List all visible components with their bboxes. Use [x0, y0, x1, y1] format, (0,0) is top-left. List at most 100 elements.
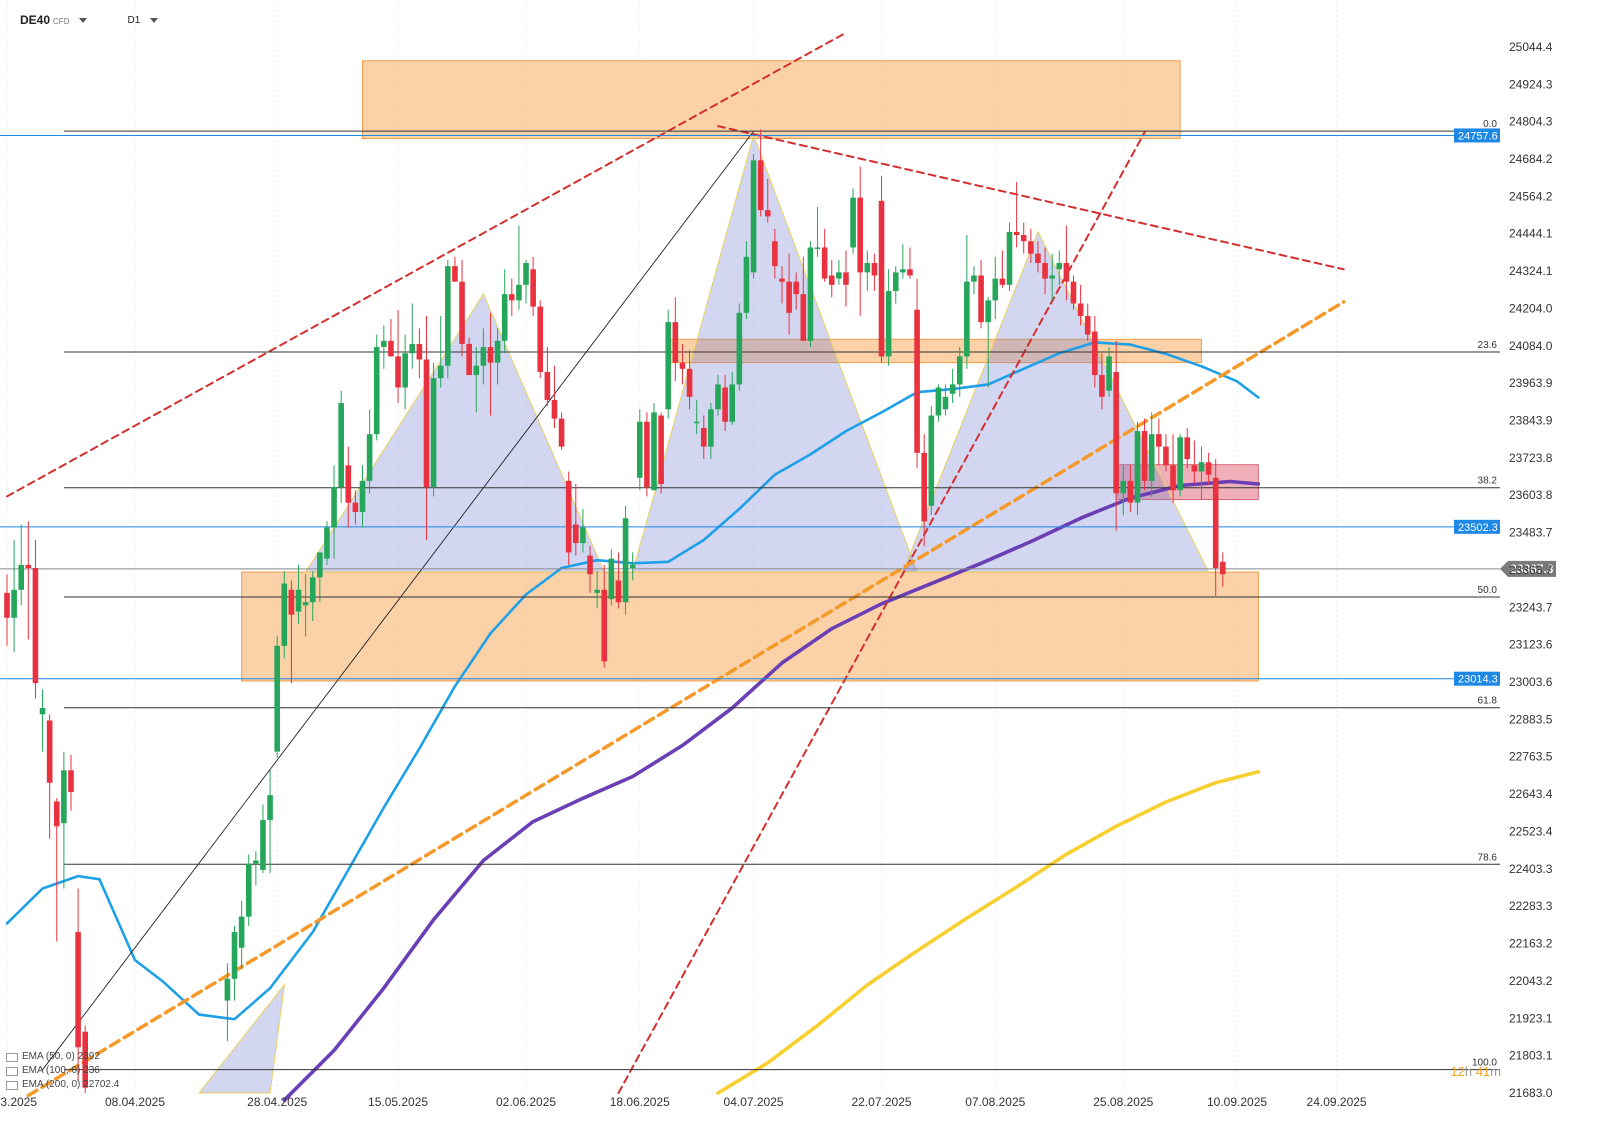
candle-body — [267, 795, 273, 821]
indicator-icon — [6, 1052, 18, 1062]
candle-body — [39, 708, 46, 715]
price-tag-bg — [1454, 128, 1500, 143]
candle-body — [1134, 431, 1141, 503]
candle-body — [253, 860, 259, 864]
zone-rect — [362, 60, 1181, 140]
symbol-label[interactable]: DE40 — [20, 13, 51, 27]
candle-body — [338, 403, 344, 488]
candle-body — [373, 347, 380, 435]
candle-body — [679, 362, 686, 369]
candle-body — [1056, 263, 1063, 270]
candle-body — [437, 365, 444, 379]
date-tick-label: 10.09.2025 — [1207, 1095, 1267, 1109]
legend-item-ema100[interactable]: EMA (100, 0) 236 — [6, 1064, 119, 1078]
candle-body — [551, 399, 558, 419]
candle-body — [658, 415, 664, 484]
candle-body — [1170, 465, 1176, 491]
candle-body — [814, 247, 821, 249]
candle-body — [1006, 231, 1013, 285]
timer-minutes: 41 — [1475, 1064, 1491, 1079]
indicator-icon — [6, 1080, 18, 1090]
candle-body — [1198, 462, 1205, 472]
candle-body — [729, 384, 736, 422]
candle-body — [821, 247, 828, 279]
candle-body — [736, 312, 743, 385]
pattern-triangle — [632, 133, 918, 573]
fib-level-label: 61.8 — [1478, 696, 1498, 707]
candle-body — [1049, 275, 1055, 279]
current-price-label: 23367.3 — [1510, 562, 1554, 576]
candle-body — [1163, 446, 1169, 466]
candle-body — [245, 863, 252, 917]
symbol-dropdown-icon[interactable] — [79, 17, 88, 23]
trendline-red-dashed — [6, 31, 847, 498]
date-tick-label: 08.04.2025 — [105, 1095, 165, 1109]
candle-body — [1028, 241, 1034, 254]
candle-body — [1113, 371, 1119, 494]
candle-body — [1177, 437, 1183, 491]
timeframe-dropdown-icon[interactable] — [150, 17, 159, 23]
trendline-red-dashed — [717, 125, 1345, 271]
candle-body — [1120, 480, 1127, 494]
price-tag-label: 23502.3 — [1458, 522, 1498, 534]
candle-body — [828, 275, 835, 285]
legend-item-ema50[interactable]: EMA (50, 0) 2392 — [6, 1050, 119, 1064]
price-tick-label: 24444.1 — [1509, 227, 1553, 241]
candle-body — [1191, 465, 1198, 472]
candle-body — [836, 272, 842, 279]
candle-body — [587, 555, 593, 575]
price-tick-label: 23123.6 — [1509, 638, 1553, 652]
candle-body — [274, 645, 280, 752]
candle-body — [1148, 434, 1155, 481]
fibonacci-levels: 0.0 23.6 38.2 50.0 61.8 78.6 100.0 — [63, 119, 1500, 1071]
candle-body — [359, 480, 366, 512]
candle-body — [494, 340, 501, 363]
candle-body — [395, 356, 401, 388]
candle-body — [430, 378, 437, 488]
legend-item-ema200[interactable]: EMA (200, 0) 22702.4 — [6, 1078, 119, 1092]
fib-level-label: 0.0 — [1483, 119, 1497, 130]
candle-body — [608, 558, 615, 600]
candle-body — [622, 518, 629, 603]
candle-body — [46, 720, 53, 783]
candle-body — [615, 580, 622, 603]
ema-100-line — [282, 479, 1261, 1102]
candle-body — [501, 294, 508, 341]
timeframe-label[interactable]: D1 — [127, 14, 141, 26]
date-tick-label: 04.07.2025 — [724, 1095, 784, 1109]
candle-body — [487, 347, 494, 363]
ema-200-line — [716, 770, 1261, 1095]
candle-body — [82, 1031, 89, 1088]
price-tick-label: 22643.4 — [1509, 787, 1553, 801]
price-tick-label: 23723.8 — [1509, 451, 1553, 465]
indicator-icon — [6, 1066, 18, 1076]
fib-level-label: 38.2 — [1478, 476, 1498, 487]
date-tick-label: 21.03.2025 — [0, 1095, 37, 1109]
candle-body — [295, 589, 302, 612]
candle-body — [32, 568, 39, 684]
candle-body — [885, 291, 892, 357]
candle-body — [537, 306, 544, 372]
candle-body — [800, 294, 807, 341]
candle-body — [672, 322, 679, 363]
candle-body — [786, 281, 792, 313]
candle-body — [807, 247, 814, 341]
trendline-orange-dashed — [26, 300, 1346, 1098]
chart-header: DE40 CFD D1 — [20, 10, 159, 30]
candle-body — [1127, 480, 1134, 503]
candle-body — [331, 487, 337, 528]
candle-body — [686, 368, 693, 397]
legend-label: EMA (200, 0) 22702.4 — [22, 1079, 120, 1090]
date-axis: 21.03.2025 08.04.2025 28.04.2025 15.05.2025… — [0, 1095, 1367, 1109]
candle-body — [1035, 253, 1041, 264]
price-tick-label: 23843.9 — [1509, 414, 1553, 428]
timer-hours: 12 — [1450, 1064, 1465, 1079]
candle-body — [857, 197, 863, 273]
candle-body — [843, 272, 849, 285]
candle-body — [935, 387, 942, 416]
candle-body — [1106, 356, 1112, 391]
candle-body — [1184, 437, 1191, 460]
candle-body — [907, 269, 913, 276]
candle-body — [260, 820, 266, 870]
